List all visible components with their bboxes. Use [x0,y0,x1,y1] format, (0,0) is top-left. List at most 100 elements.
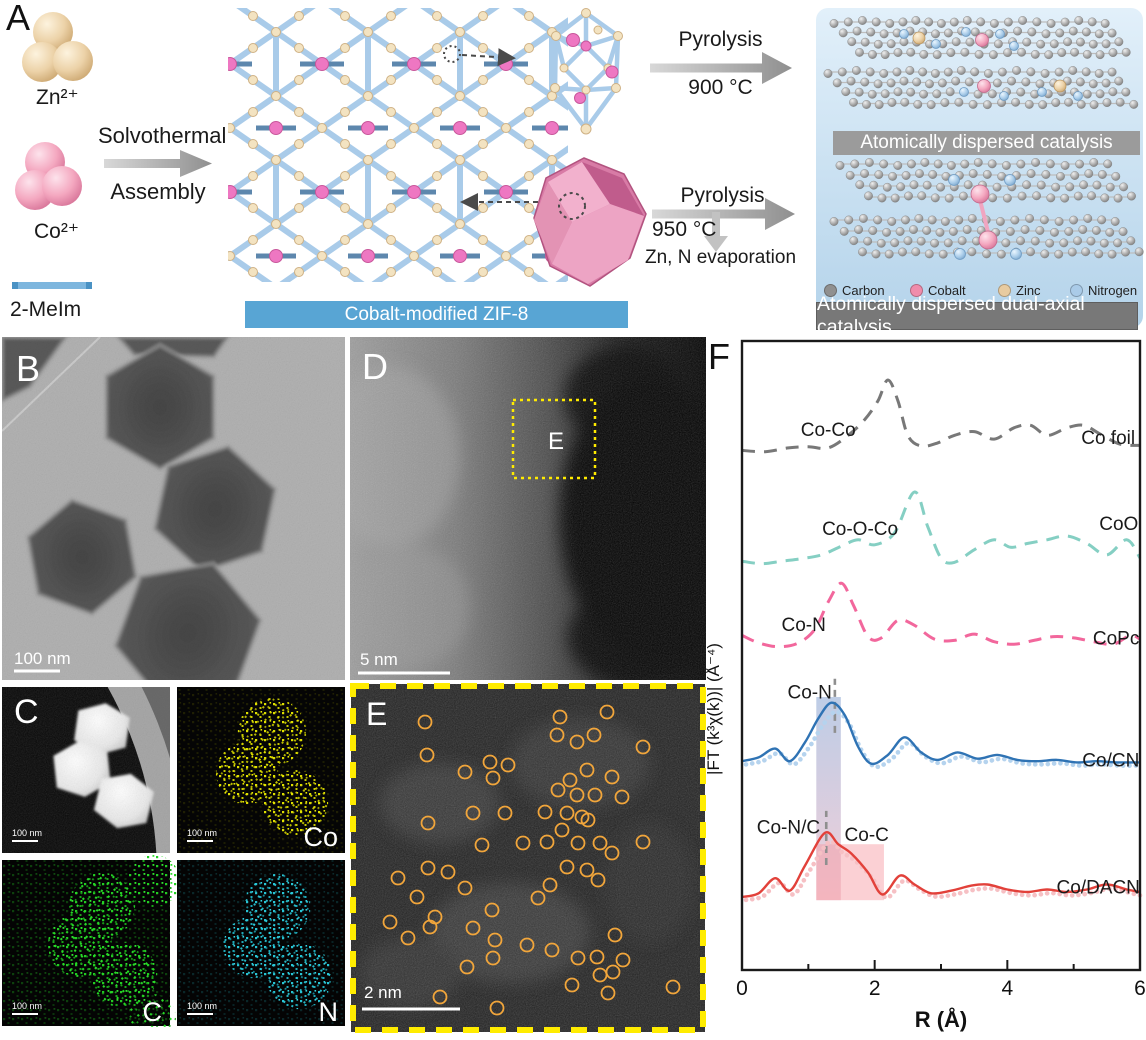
zinc-dot-icon [998,284,1011,297]
cobalt-dot-icon [910,284,923,297]
atom-circle-marker [570,835,586,851]
atom-circle-marker [474,837,490,853]
atom-circle-marker [440,864,456,880]
x-tick-label: 4 [1001,977,1013,1000]
co-atom-icon [978,230,998,250]
atom-circle-marker [552,709,568,725]
atom-circle-marker [589,949,605,965]
co-cluster-icon [15,142,82,210]
atom-circle-marker [600,985,616,1001]
atom-circle-marker [564,977,580,993]
n-atom-icon [1010,248,1022,260]
legend-item-nitrogen: Nitrogen [1070,283,1137,298]
co-label: Co²⁺ [34,220,79,243]
atom-circle-marker [419,747,435,763]
panel-e-atomic-image: E 2 nm [350,683,706,1033]
n-atom-icon [948,174,960,186]
atom-circle-marker [409,889,425,905]
zif8-crystal-icon [533,157,647,287]
atom-circle-marker [422,919,438,935]
x-tick-label: 0 [736,977,748,1000]
atom-circle-marker [569,734,585,750]
chart-annotation: CoO [1099,514,1138,535]
solvothermal-arrow [104,150,212,177]
pyrolysis-arrow-top [650,52,792,84]
haadf-scalebar-label: 100 nm [12,828,42,838]
atom-circle-marker [390,870,406,886]
atom-circle-marker [590,872,606,888]
chart-annotation: Co-C [845,825,889,846]
c-map-image: C 100 nm [2,855,180,1027]
zn-atom-icon [912,31,926,45]
panel-c-label: C [14,693,39,731]
atom-circle-marker [570,950,586,966]
nitrogen-dot-icon [1070,284,1083,297]
zif8-banner: Cobalt-modified ZIF-8 [245,301,628,328]
zn-atom-icon [1053,79,1067,93]
n-atom-icon [999,91,1009,101]
atom-circle-marker [542,877,558,893]
linker-label: 2-MeIm [10,298,82,321]
assembly-label: Assembly [110,179,206,204]
curve-Co foil [741,378,1141,454]
atom-circle-marker [500,757,516,773]
panel-e-scalebar-label: 2 nm [364,983,402,1002]
atom-circle-marker [635,739,651,755]
atom-circle-marker [489,1000,505,1016]
atom-circle-marker [599,704,615,720]
fit-curve-Co/DACN [743,839,1143,903]
atom-circle-marker [605,964,621,980]
n-atom-icon [954,248,966,260]
legend-item-zinc: Zinc [998,283,1041,298]
atom-circle-marker [615,952,631,968]
zn-cluster-icon [22,12,93,82]
panel-d-scalebar-label: 5 nm [360,650,398,669]
exafs-plot: Co-Co Co foil Co-O-Co CoO Co-N CoPc Co-N Co/CN C… [704,339,1146,1032]
x-tick-label: 6 [1134,977,1146,1000]
n-atom-icon [931,39,941,49]
atom-circle-marker [537,804,553,820]
atom-circle-marker [420,815,436,831]
chart-annotation: Co foil [1081,428,1135,449]
curve-Co/DACN [741,831,1141,899]
chart-annotation: Co-O-Co [822,519,898,540]
atom-circle-marker [614,789,630,805]
atom-circle-marker [604,845,620,861]
curve-Co/CN [741,701,1141,766]
atom-circle-marker [530,890,546,906]
chart-annotation: Co-N [787,683,831,704]
zn-label: Zn²⁺ [36,86,79,109]
panel-a-illustration [12,8,1144,328]
x-tick-label: 2 [869,977,881,1000]
chart-annotation: Co/CN [1082,751,1139,772]
chart-annotation: Co/DACN [1057,878,1140,899]
carbon-dot-icon [824,284,837,297]
chart-annotation: Co-N [782,615,826,636]
pyrolysis1-label: Pyrolysis [678,28,763,51]
n-atom-icon [1004,174,1016,186]
n-map-tag: N [319,997,339,1027]
pyrolysis2-label: Pyrolysis [680,184,765,207]
n-atom-icon [899,29,909,39]
atom-circle-marker [484,902,500,918]
atom-circle-marker [432,989,448,1005]
single-atom-markers [382,704,681,1016]
graphene-sheet [835,158,1136,203]
n-atom-icon [959,87,969,97]
atom-circle-marker [459,959,475,975]
n-atom-icon [1073,91,1083,101]
atom-circle-marker [607,927,623,943]
atom-circle-marker [559,805,575,821]
atom-circle-marker [457,764,473,780]
evaporation-label: Zn, N evaporation [644,247,797,268]
atom-circle-marker [550,782,566,798]
c-map-scalebar-label: 100 nm [12,1001,42,1011]
atom-circle-marker [457,880,473,896]
atom-circle-marker [497,805,513,821]
atom-circle-marker [539,834,555,850]
pyrolysis-arrow-bottom [652,198,795,230]
atom-circle-marker [485,770,501,786]
curve-CoO [741,490,1142,566]
banner-single-catalysis: Atomically dispersed catalysis [833,131,1140,155]
